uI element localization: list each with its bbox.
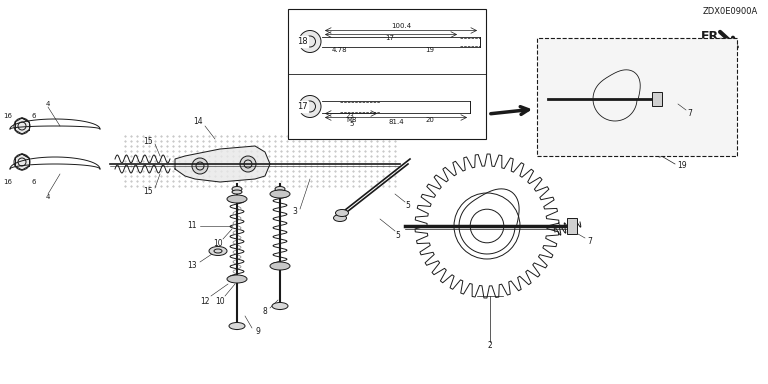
Circle shape — [192, 158, 208, 174]
Circle shape — [299, 96, 321, 118]
Text: 17: 17 — [296, 102, 307, 111]
Text: 23: 23 — [346, 114, 355, 119]
Ellipse shape — [232, 187, 242, 192]
Text: 6: 6 — [31, 179, 36, 185]
Ellipse shape — [270, 262, 290, 270]
Text: 16: 16 — [4, 179, 12, 185]
Text: 5: 5 — [396, 232, 400, 240]
Text: 11: 11 — [187, 222, 197, 230]
Text: ZDX0E0900A: ZDX0E0900A — [703, 8, 758, 17]
Text: 10: 10 — [214, 240, 223, 248]
Bar — [288, 9, 486, 139]
Text: 17: 17 — [386, 35, 395, 40]
Text: FR.: FR. — [700, 30, 723, 43]
Text: 100.4: 100.4 — [391, 23, 411, 30]
Circle shape — [299, 30, 321, 53]
Ellipse shape — [227, 195, 247, 203]
Ellipse shape — [272, 303, 288, 310]
Text: 9: 9 — [256, 328, 260, 336]
Text: 14: 14 — [194, 118, 203, 126]
Text: 8: 8 — [263, 308, 267, 316]
Polygon shape — [175, 146, 270, 182]
Ellipse shape — [275, 187, 285, 192]
Circle shape — [240, 156, 256, 172]
Text: 5: 5 — [349, 121, 354, 127]
Ellipse shape — [227, 275, 247, 283]
Text: 4.78: 4.78 — [333, 48, 348, 53]
Text: 81.4: 81.4 — [388, 119, 404, 124]
Bar — [537, 38, 737, 156]
Circle shape — [14, 118, 30, 134]
Ellipse shape — [229, 323, 245, 329]
Bar — [652, 92, 662, 106]
Text: M8: M8 — [346, 116, 357, 122]
Text: 10: 10 — [215, 296, 225, 306]
Text: 13: 13 — [187, 262, 197, 270]
Text: 15: 15 — [143, 136, 153, 146]
Text: 18: 18 — [296, 37, 307, 46]
Text: 16: 16 — [4, 113, 12, 119]
Text: 6: 6 — [31, 113, 36, 119]
Ellipse shape — [333, 215, 346, 222]
Text: 4: 4 — [46, 101, 50, 107]
Ellipse shape — [209, 247, 227, 255]
Text: 12: 12 — [200, 296, 210, 306]
Ellipse shape — [270, 190, 290, 198]
Text: 3: 3 — [293, 207, 297, 217]
Circle shape — [14, 154, 30, 170]
Text: 2: 2 — [488, 341, 492, 351]
Text: 5: 5 — [406, 202, 410, 210]
Bar — [567, 218, 577, 234]
Text: 20: 20 — [425, 116, 435, 122]
Text: 15: 15 — [143, 187, 153, 197]
Text: 7: 7 — [588, 237, 592, 247]
Text: 19: 19 — [677, 162, 687, 170]
Text: 7: 7 — [687, 109, 693, 119]
Ellipse shape — [232, 190, 242, 194]
Text: 4: 4 — [46, 194, 50, 200]
Text: 19: 19 — [425, 48, 435, 53]
Ellipse shape — [275, 190, 285, 194]
Ellipse shape — [336, 210, 349, 217]
